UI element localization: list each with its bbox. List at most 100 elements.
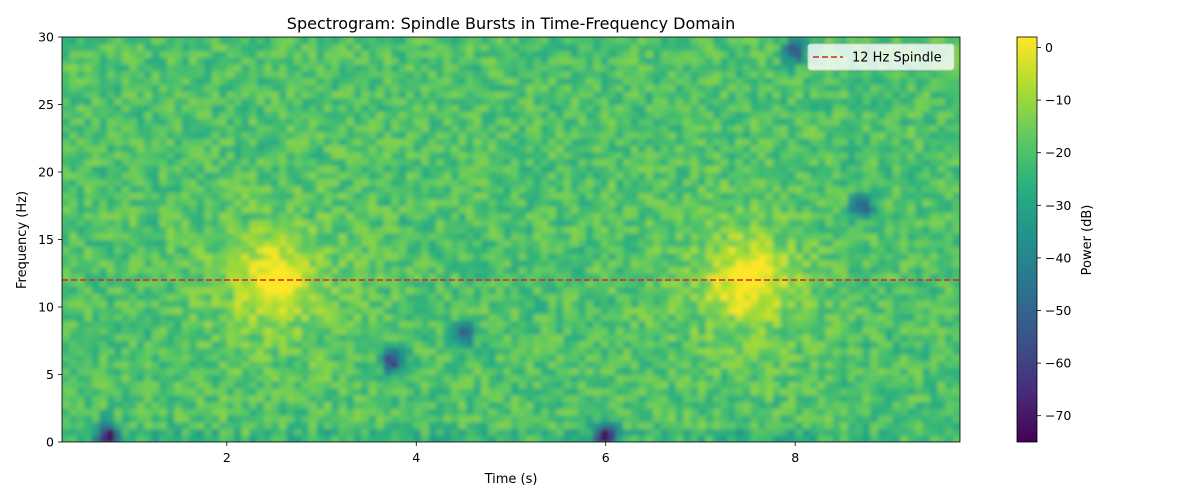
heatmap-cell bbox=[234, 212, 243, 220]
heatmap-cell bbox=[226, 280, 235, 288]
heatmap-cell bbox=[174, 293, 183, 301]
heatmap-cell bbox=[481, 165, 490, 173]
heatmap-cell bbox=[668, 192, 677, 200]
heatmap-cell bbox=[151, 361, 160, 369]
heatmap-cell bbox=[308, 300, 318, 308]
heatmap-cell bbox=[271, 212, 280, 220]
heatmap-cell bbox=[293, 347, 303, 355]
heatmap-cell bbox=[645, 97, 654, 106]
heatmap-cell bbox=[376, 320, 385, 328]
heatmap-cell bbox=[593, 394, 602, 403]
heatmap-cell bbox=[331, 138, 340, 146]
heatmap-cell bbox=[106, 77, 115, 85]
heatmap-cell bbox=[226, 340, 235, 349]
heatmap-cell bbox=[391, 43, 400, 52]
heatmap-cell bbox=[159, 70, 168, 79]
heatmap-cell bbox=[69, 84, 78, 92]
heatmap-cell bbox=[436, 37, 445, 45]
heatmap-cell bbox=[436, 408, 445, 416]
heatmap-cell bbox=[106, 367, 115, 376]
heatmap-cell bbox=[301, 374, 310, 382]
heatmap-cell bbox=[615, 64, 624, 72]
heatmap-cell bbox=[458, 347, 467, 355]
heatmap-cell bbox=[466, 401, 475, 409]
heatmap-cell bbox=[301, 97, 310, 106]
heatmap-cell bbox=[525, 327, 535, 335]
heatmap-cell bbox=[451, 280, 460, 288]
heatmap-cell bbox=[114, 138, 123, 146]
heatmap-cell bbox=[451, 347, 460, 355]
heatmap-cell bbox=[99, 347, 108, 355]
heatmap-cell bbox=[600, 50, 609, 58]
heatmap-cell bbox=[338, 374, 347, 382]
heatmap-cell bbox=[645, 374, 654, 382]
heatmap-cell bbox=[623, 145, 632, 153]
heatmap-cell bbox=[548, 118, 557, 126]
heatmap-cell bbox=[84, 320, 93, 328]
heatmap-cell bbox=[316, 347, 325, 355]
heatmap-cell bbox=[114, 232, 123, 241]
heatmap-cell bbox=[256, 205, 265, 214]
heatmap-cell bbox=[496, 401, 505, 409]
heatmap-cell bbox=[458, 421, 467, 430]
heatmap-cell bbox=[219, 307, 228, 315]
heatmap-cell bbox=[166, 253, 175, 261]
heatmap-cell bbox=[346, 253, 355, 261]
heatmap-cell bbox=[144, 185, 153, 193]
heatmap-cell bbox=[264, 259, 273, 268]
heatmap-cell bbox=[683, 340, 692, 349]
heatmap-cell bbox=[466, 219, 475, 227]
heatmap-cell bbox=[129, 199, 138, 207]
heatmap-cell bbox=[234, 340, 243, 349]
heatmap-cell bbox=[84, 354, 93, 362]
heatmap-cell bbox=[458, 286, 467, 295]
heatmap-cell bbox=[76, 43, 86, 52]
heatmap-cell bbox=[189, 138, 198, 146]
heatmap-cell bbox=[76, 158, 86, 166]
heatmap-cell bbox=[496, 158, 505, 166]
heatmap-cell bbox=[638, 43, 647, 52]
heatmap-cell bbox=[62, 259, 71, 268]
heatmap-cell bbox=[413, 57, 422, 65]
heatmap-cell bbox=[548, 347, 557, 355]
heatmap-cell bbox=[279, 286, 288, 295]
heatmap-cell bbox=[204, 64, 213, 72]
heatmap-cell bbox=[660, 361, 669, 369]
heatmap-cell bbox=[166, 354, 175, 362]
heatmap-cell bbox=[226, 219, 235, 227]
heatmap-cell bbox=[488, 320, 497, 328]
heatmap-cell bbox=[585, 104, 594, 112]
heatmap-cell bbox=[443, 300, 452, 308]
heatmap-cell bbox=[286, 77, 295, 85]
heatmap-cell bbox=[159, 259, 168, 268]
heatmap-cell bbox=[511, 131, 520, 139]
heatmap-cell bbox=[91, 91, 101, 99]
heatmap-cell bbox=[496, 232, 505, 241]
heatmap-cell bbox=[675, 165, 684, 173]
heatmap-cell bbox=[353, 37, 362, 45]
heatmap-cell bbox=[503, 327, 512, 335]
heatmap-cell bbox=[91, 327, 101, 335]
heatmap-cell bbox=[249, 394, 258, 403]
heatmap-cell bbox=[436, 77, 445, 85]
heatmap-cell bbox=[331, 428, 340, 436]
heatmap-cell bbox=[121, 57, 130, 65]
heatmap-cell bbox=[488, 408, 497, 416]
heatmap-cell bbox=[293, 212, 303, 220]
heatmap-cell bbox=[84, 388, 93, 396]
heatmap-cell bbox=[226, 347, 235, 355]
heatmap-cell bbox=[451, 151, 460, 160]
heatmap-cell bbox=[151, 84, 160, 92]
heatmap-cell bbox=[466, 327, 475, 335]
heatmap-cell bbox=[189, 124, 198, 133]
heatmap-cell bbox=[488, 178, 497, 187]
heatmap-cell bbox=[346, 428, 355, 436]
heatmap-cell bbox=[136, 347, 145, 355]
heatmap-cell bbox=[91, 300, 101, 308]
heatmap-cell bbox=[346, 219, 355, 227]
heatmap-cell bbox=[548, 91, 557, 99]
heatmap-cell bbox=[473, 334, 482, 342]
heatmap-cell bbox=[204, 151, 213, 160]
heatmap-cell bbox=[660, 307, 669, 315]
